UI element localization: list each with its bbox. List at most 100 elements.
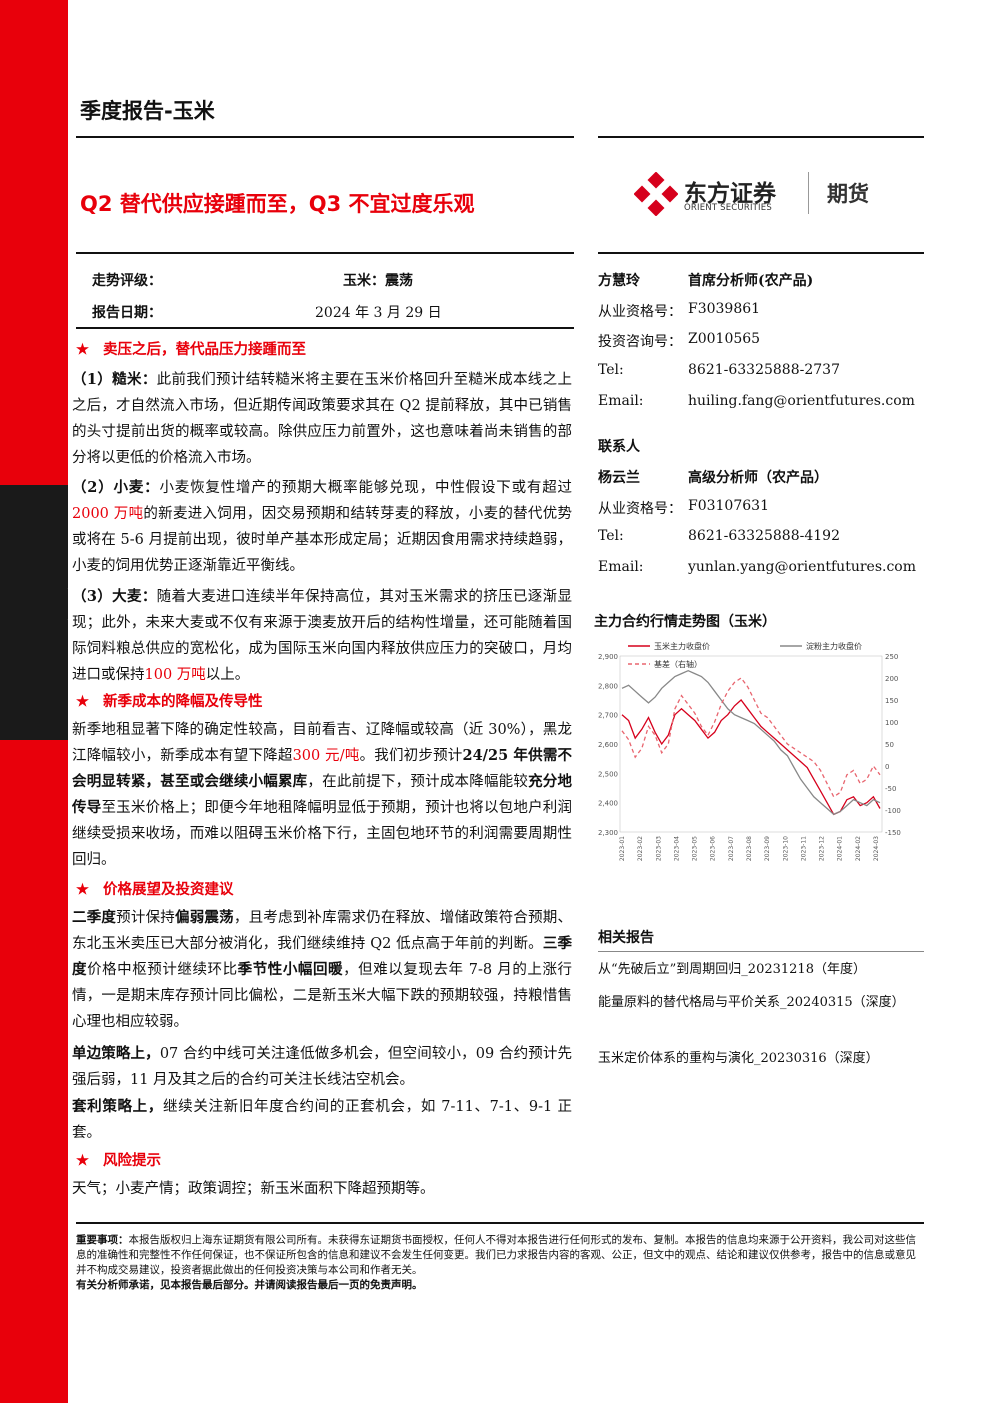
paragraph-text: 此前我们预计结转糙米将主要在玉米价格回升至糙米成本线之上之后，才自然流入市场，但… bbox=[72, 372, 573, 466]
right-tick-label: 200 bbox=[885, 675, 898, 683]
right-tick-label: 250 bbox=[885, 653, 898, 661]
emphasis-text: 三季度 bbox=[72, 935, 572, 978]
x-tick-label: 2023-11 bbox=[800, 836, 807, 861]
field-label: Email: bbox=[598, 393, 644, 409]
star-icon: ★ bbox=[76, 341, 89, 358]
field-label: Tel: bbox=[598, 528, 624, 544]
analyst-title: 首席分析师(农产品) bbox=[688, 273, 814, 289]
plot-area bbox=[619, 655, 883, 833]
left-tick-label: 2,500 bbox=[598, 770, 618, 778]
x-tick-label: 2023-09 bbox=[764, 836, 771, 861]
field-label: Email: bbox=[598, 559, 644, 575]
right-tick-label: 0 bbox=[885, 763, 889, 771]
highlight-value: 100 万吨 bbox=[144, 667, 206, 683]
paragraph-rice: （1）糙米：此前我们预计结转糙米将主要在玉米价格回升至糙米成本线之上之后，才自然… bbox=[72, 367, 572, 471]
analyst-name: 杨云兰 bbox=[598, 470, 640, 486]
section-heading: ★ 风险提示 bbox=[76, 1149, 161, 1170]
paragraph-outlook: 二季度预计保持偏弱震荡，且考虑到补库需求仍在释放、增储政策符合预期、东北玉米卖压… bbox=[72, 905, 572, 1035]
x-tick-label: 2024-03 bbox=[873, 836, 880, 861]
analyst-2-name: 杨云兰 高级分析师（农产品） bbox=[598, 467, 828, 487]
company-logo: 东方证券 ORIENT SECURITIES 期货 bbox=[634, 172, 894, 218]
footer-rule bbox=[76, 1222, 924, 1224]
field-value: F3039861 bbox=[688, 301, 761, 317]
highlight-value: 2000 万吨 bbox=[72, 506, 144, 522]
paragraph-arbitrage: 套利策略上，继续关注新旧年度合约间的正套机会，如 7-11、7-1、9-1 正套… bbox=[72, 1094, 572, 1146]
paragraph-barley: （3）大麦：随着大麦进口连续半年保持高位，其对玉米需求的挤压已逐渐显现；此外，未… bbox=[72, 584, 572, 688]
main-title: Q2 替代供应接踵而至，Q3 不宜过度乐观 bbox=[80, 192, 475, 216]
related-report-link[interactable]: 能量原料的替代格局与平价关系_20240315（深度） bbox=[598, 995, 905, 1010]
paragraph-text: 随着大麦进口连续半年保持高位，其对玉米需求的挤压已逐渐显现；此外，未来大麦或不仅… bbox=[72, 589, 573, 683]
paragraph-single-strategy: 单边策略上，07 合约中线可关注逢低做多机会，但空间较小，09 合约预计先强后弱… bbox=[72, 1041, 572, 1093]
star-icon: ★ bbox=[76, 881, 89, 898]
date-label: 报告日期： bbox=[92, 305, 162, 321]
left-tick-label: 2,600 bbox=[598, 741, 618, 749]
section-heading: ★ 价格展望及投资建议 bbox=[76, 878, 234, 899]
star-icon: ★ bbox=[76, 1152, 89, 1169]
paragraph-text: 的新麦进入饲用，因交易预期和结转芽麦的释放，小麦的替代优势或将在 5-6 月提前… bbox=[72, 506, 573, 574]
emphasis-text: 24/25 年供需不会明显转紧，甚至或会继续小幅累库 bbox=[72, 747, 573, 790]
emphasis-text: 套利策略上， bbox=[72, 1098, 163, 1115]
emphasis-text: 充分地传导 bbox=[72, 773, 573, 816]
x-tick-label: 2023-07 bbox=[728, 836, 735, 861]
analyst-1-cert: 从业资格号： F3039861 bbox=[598, 301, 760, 321]
field-label: 从业资格号： bbox=[598, 304, 682, 320]
section-heading: ★ 新季成本的降幅及传导性 bbox=[76, 690, 263, 711]
x-tick-label: 2023-03 bbox=[655, 836, 662, 861]
series-line bbox=[621, 677, 881, 798]
emphasis-text: 单边策略上， bbox=[72, 1045, 160, 1062]
analyst-1-tel: Tel: 8621-63325888-2737 bbox=[598, 362, 840, 378]
x-tick-label: 2024-02 bbox=[855, 836, 862, 861]
disclaimer: 重要事项：本报告版权归上海东证期货有限公司所有。未获得东证期货书面授权，任何人不… bbox=[76, 1233, 926, 1293]
emphasis-text: 二季度 bbox=[72, 909, 117, 926]
paragraph-cost: 新季地租显著下降的确定性较高，目前看吉、辽降幅或较高（近 30%），黑龙江降幅较… bbox=[72, 717, 572, 873]
paragraph-lead: （1）糙米： bbox=[72, 371, 157, 388]
left-tick-label: 2,300 bbox=[598, 829, 618, 837]
paragraph-text: 以上。 bbox=[205, 667, 250, 683]
paragraph-text: 价格中枢预计继续环比 bbox=[87, 962, 238, 978]
section-heading: ★ 卖压之后，替代品压力接踵而至 bbox=[76, 338, 306, 359]
logo-futures-label: 期货 bbox=[827, 182, 869, 206]
x-tick-label: 2023-05 bbox=[692, 836, 699, 861]
analyst-name: 方慧玲 bbox=[598, 273, 640, 289]
email-link[interactable]: huiling.fang@orientfutures.com bbox=[688, 393, 915, 409]
field-label: 投资咨询号： bbox=[598, 334, 682, 350]
x-tick-label: 2023-12 bbox=[819, 836, 826, 861]
date-value: 2024 年 3 月 29 日 bbox=[315, 305, 442, 321]
field-label: 从业资格号： bbox=[598, 501, 682, 517]
paragraph-text: 。我们初步预计 bbox=[359, 748, 463, 764]
price-chart: 2,900 2,800 2,700 2,600 2,500 2,400 2,300 250 20… bbox=[590, 636, 915, 868]
left-tick-label: 2,400 bbox=[598, 800, 618, 808]
sidebar-category-block bbox=[0, 485, 68, 740]
x-tick-label: 2023-08 bbox=[746, 836, 753, 861]
meta-rule-top bbox=[76, 252, 574, 254]
paragraph-text: ，且考虑到补库需求仍在释放、增储政策符合预期、东北玉米卖压已大部分被消化，我们继… bbox=[72, 910, 573, 952]
paragraph-risk: 天气；小麦产情；政策调控；新玉米面积下降超预期等。 bbox=[72, 1176, 572, 1202]
series-line bbox=[621, 699, 881, 816]
related-report-link[interactable]: 从“先破后立”到周期回归_20231218（年度） bbox=[598, 962, 866, 977]
paragraph-lead: （2）小麦： bbox=[72, 479, 160, 496]
header-rule-left bbox=[76, 136, 574, 138]
legend-label: 基差（右轴） bbox=[654, 659, 702, 669]
analyst-rule-top bbox=[598, 252, 924, 254]
legend-label: 玉米主力收盘价 bbox=[654, 641, 710, 651]
left-tick-label: 2,800 bbox=[598, 682, 618, 690]
right-tick-label: -100 bbox=[885, 807, 901, 815]
legend-label: 淀粉主力收盘价 bbox=[806, 641, 862, 651]
chart-title: 主力合约行情走势图（玉米） bbox=[594, 614, 776, 630]
star-icon: ★ bbox=[76, 693, 89, 710]
logo-english-name: ORIENT SECURITIES bbox=[684, 203, 772, 213]
logo-mark-icon bbox=[634, 172, 678, 216]
x-tick-label: 2023-06 bbox=[710, 836, 717, 861]
field-value: F03107631 bbox=[688, 498, 769, 514]
paragraph-text: 新季地租显著下降的确定性较高，目前看吉、辽降幅或较高（近 30%），黑龙江降幅较… bbox=[72, 722, 572, 764]
analyst-2-email: Email: yunlan.yang@orientfutures.com bbox=[598, 559, 916, 575]
x-tick-label: 2023-02 bbox=[637, 836, 644, 861]
section-title: 价格展望及投资建议 bbox=[103, 881, 234, 898]
paragraph-text: 至玉米价格上；即便今年地租降幅明显低于预期，预计也将以包地户利润继续受损来收场，… bbox=[72, 800, 573, 868]
x-tick-label: 2023-01 bbox=[619, 836, 626, 861]
email-link[interactable]: yunlan.yang@orientfutures.com bbox=[688, 559, 916, 575]
analyst-title: 高级分析师（农产品） bbox=[688, 470, 828, 486]
related-report-link[interactable]: 玉米定价体系的重构与演化_20230316（深度） bbox=[598, 1051, 879, 1066]
right-tick-label: -150 bbox=[885, 829, 901, 837]
paragraph-text: ，在此前提下，预计成本降幅能较 bbox=[307, 774, 529, 790]
